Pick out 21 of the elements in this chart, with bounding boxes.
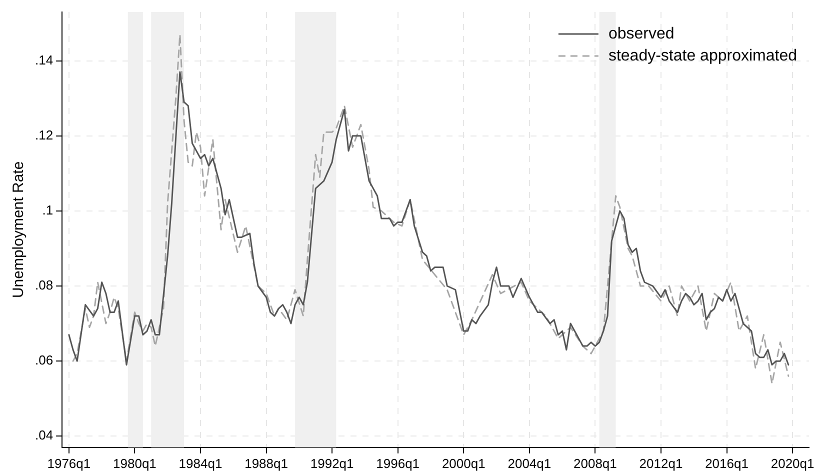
x-tick-label: 2000q1	[442, 456, 486, 471]
y-tick-label: .14	[34, 52, 54, 68]
x-tick-label: 2020q1	[770, 456, 814, 471]
x-tick-label: 2008q1	[574, 456, 617, 471]
y-axis-title: Unemployment Rate	[10, 161, 28, 298]
y-tick-label: .1	[42, 202, 54, 218]
x-tick-label: 1992q1	[310, 456, 354, 471]
x-tick-label: 2012q1	[639, 456, 683, 471]
y-tick-label: .12	[34, 127, 54, 142]
x-tick-label: 1996q1	[376, 456, 420, 471]
legend-label: observed	[608, 25, 674, 42]
y-tick-label: .04	[34, 428, 54, 443]
x-tick-label: 1988q1	[244, 456, 288, 471]
y-tick-label: .08	[34, 278, 54, 293]
legend-label: steady-state approximated	[608, 47, 797, 64]
y-tick-label: .06	[34, 352, 54, 368]
x-tick-label: 1976q1	[47, 456, 91, 471]
x-tick-label: 1984q1	[178, 456, 222, 471]
x-tick-label: 2004q1	[508, 456, 552, 471]
x-tick-label: 2016q1	[705, 456, 748, 471]
x-tick-label: 1980q1	[113, 456, 156, 471]
